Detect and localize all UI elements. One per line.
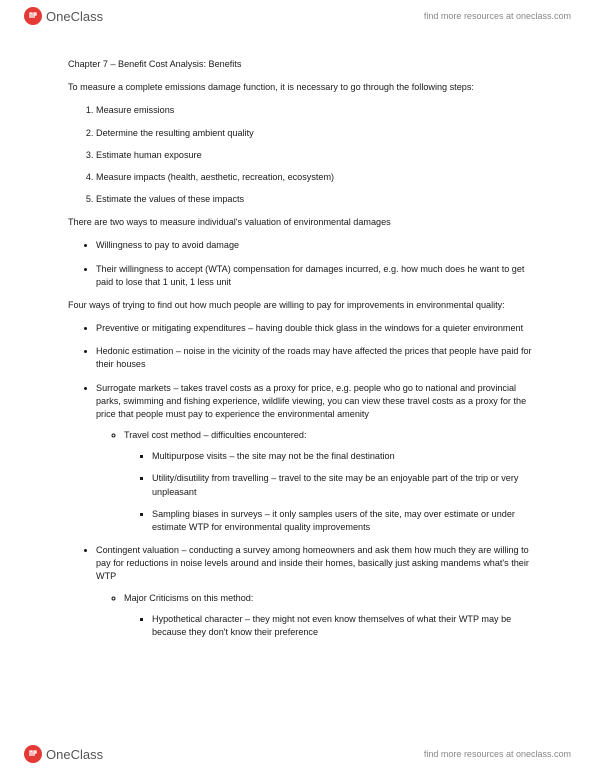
two-ways-list: Willingness to pay to avoid damage Their… (68, 239, 537, 289)
brand-logo: OneClass (24, 745, 103, 763)
list-item: Measure impacts (health, aesthetic, recr… (96, 171, 537, 184)
steps-list: Measure emissions Determine the resultin… (68, 104, 537, 206)
intro-para: To measure a complete emissions damage f… (68, 81, 537, 94)
four-ways-intro: Four ways of trying to find out how much… (68, 299, 537, 312)
brand-icon (24, 7, 42, 25)
brand-icon (24, 745, 42, 763)
list-item-text: Major Criticisms on this method: (124, 593, 253, 603)
header-tagline: find more resources at oneclass.com (424, 11, 571, 21)
document-body: Chapter 7 – Benefit Cost Analysis: Benef… (68, 58, 537, 649)
list-item: Estimate the values of these impacts (96, 193, 537, 206)
brand-text: OneClass (46, 9, 103, 24)
surrogate-sub-list: Travel cost method – difficulties encoun… (96, 429, 537, 534)
list-item-text: Surrogate markets – takes travel costs a… (96, 383, 526, 419)
four-ways-list: Preventive or mitigating expenditures – … (68, 322, 537, 639)
contingent-criticisms-list: Hypothetical character – they might not … (124, 613, 537, 639)
footer-tagline: find more resources at oneclass.com (424, 749, 571, 759)
list-item: Utility/disutility from travelling – tra… (152, 472, 537, 498)
list-item: Estimate human exposure (96, 149, 537, 162)
list-item: Their willingness to accept (WTA) compen… (96, 263, 537, 289)
list-item-text: Travel cost method – difficulties encoun… (124, 430, 306, 440)
list-item: Multipurpose visits – the site may not b… (152, 450, 537, 463)
page-footer: OneClass find more resources at oneclass… (0, 738, 595, 770)
list-item: Measure emissions (96, 104, 537, 117)
brand-text-one: One (46, 747, 71, 762)
brand-text: OneClass (46, 747, 103, 762)
brand-text-class: Class (71, 9, 104, 24)
brand-text-one: One (46, 9, 71, 24)
list-item: Sampling biases in surveys – it only sam… (152, 508, 537, 534)
page-header: OneClass find more resources at oneclass… (0, 0, 595, 32)
list-item: Hedonic estimation – noise in the vicini… (96, 345, 537, 371)
brand-text-class: Class (71, 747, 104, 762)
list-item: Contingent valuation – conducting a surv… (96, 544, 537, 639)
chapter-title: Chapter 7 – Benefit Cost Analysis: Benef… (68, 58, 537, 71)
list-item: Major Criticisms on this method: Hypothe… (124, 592, 537, 640)
list-item: Travel cost method – difficulties encoun… (124, 429, 537, 534)
surrogate-difficulties-list: Multipurpose visits – the site may not b… (124, 450, 537, 534)
list-item: Determine the resulting ambient quality (96, 127, 537, 140)
two-ways-intro: There are two ways to measure individual… (68, 216, 537, 229)
list-item: Willingness to pay to avoid damage (96, 239, 537, 252)
list-item: Preventive or mitigating expenditures – … (96, 322, 537, 335)
brand-logo: OneClass (24, 7, 103, 25)
list-item: Hypothetical character – they might not … (152, 613, 537, 639)
list-item: Surrogate markets – takes travel costs a… (96, 382, 537, 535)
list-item-text: Contingent valuation – conducting a surv… (96, 545, 529, 581)
contingent-sub-list: Major Criticisms on this method: Hypothe… (96, 592, 537, 640)
